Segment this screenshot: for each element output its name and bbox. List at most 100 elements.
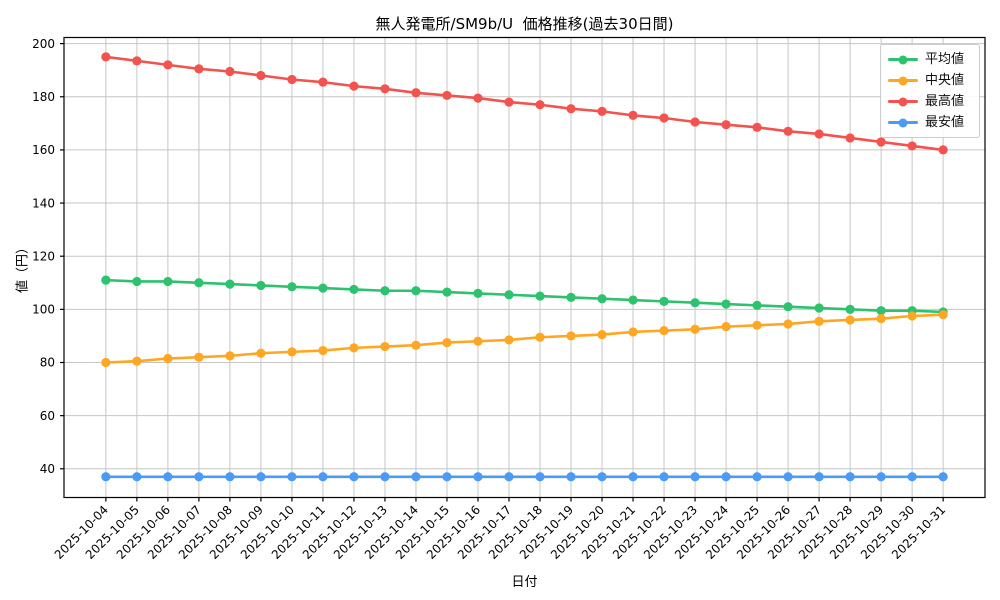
data-point-median xyxy=(752,320,762,330)
data-point-max xyxy=(411,88,421,98)
data-point-median xyxy=(225,351,235,361)
data-point-average xyxy=(597,294,607,304)
y-tick-label: 180 xyxy=(32,90,55,104)
data-point-average xyxy=(814,303,824,313)
legend-marker-median-icon xyxy=(888,76,918,85)
data-point-min xyxy=(442,472,452,482)
legend-item-min: 最安値 xyxy=(888,112,972,133)
data-point-max xyxy=(256,70,266,81)
data-point-max xyxy=(938,145,948,155)
data-point-average xyxy=(411,286,421,296)
data-point-median xyxy=(504,335,514,345)
data-point-max xyxy=(101,52,111,62)
data-point-median xyxy=(659,326,669,336)
data-point-min xyxy=(349,472,359,482)
data-point-median xyxy=(411,340,421,350)
data-point-min xyxy=(256,472,266,482)
data-point-max xyxy=(349,81,359,91)
data-point-max xyxy=(380,84,390,94)
legend-label-max: 最高値 xyxy=(925,94,965,109)
data-point-median xyxy=(256,348,266,358)
data-point-median xyxy=(535,332,545,342)
data-point-median xyxy=(814,316,824,326)
data-point-max xyxy=(659,113,669,123)
data-point-average xyxy=(163,276,173,287)
x-axis-label: 日付 xyxy=(511,575,538,590)
data-point-min xyxy=(411,472,421,482)
legend-marker-min-icon xyxy=(888,118,918,127)
series-line-max xyxy=(104,55,945,152)
data-point-max xyxy=(535,100,545,110)
data-point-max xyxy=(721,120,731,130)
data-point-average xyxy=(349,284,359,295)
data-point-median xyxy=(876,314,886,324)
legend-item-average: 平均値 xyxy=(888,49,972,70)
data-point-average xyxy=(535,291,545,301)
data-point-median xyxy=(318,345,328,356)
legend-label-min: 最安値 xyxy=(925,115,965,130)
data-point-min xyxy=(163,472,173,482)
y-tick-label: 60 xyxy=(40,409,55,423)
data-point-max xyxy=(690,117,700,127)
data-point-min xyxy=(504,472,514,482)
data-point-min xyxy=(473,472,483,482)
data-point-min xyxy=(907,472,917,482)
data-point-min xyxy=(814,472,824,482)
data-point-max xyxy=(597,106,607,116)
data-point-max xyxy=(783,126,793,136)
y-tick-label: 80 xyxy=(40,356,55,370)
data-point-median xyxy=(163,353,173,364)
legend-marker-average-icon xyxy=(888,55,918,64)
data-point-average xyxy=(442,287,452,297)
legend-label-average: 平均値 xyxy=(925,52,965,67)
data-point-average xyxy=(876,306,886,316)
data-point-max xyxy=(628,110,638,120)
data-point-max xyxy=(194,64,204,74)
data-point-max xyxy=(845,133,855,143)
data-point-average xyxy=(101,275,111,285)
data-point-average xyxy=(752,300,762,310)
data-point-median xyxy=(349,343,359,353)
data-point-median xyxy=(287,347,297,357)
data-point-median xyxy=(132,356,142,366)
data-point-average xyxy=(225,279,235,289)
data-point-average xyxy=(566,292,576,302)
data-point-average xyxy=(194,278,204,288)
data-point-min xyxy=(659,472,669,482)
y-tick-label: 140 xyxy=(32,196,55,210)
data-point-median xyxy=(938,310,948,320)
data-point-min xyxy=(597,472,607,482)
data-point-max xyxy=(163,60,173,70)
data-point-min xyxy=(535,472,545,482)
data-point-median xyxy=(566,331,576,341)
legend-marker-max-icon xyxy=(888,97,918,106)
data-point-median xyxy=(690,324,700,334)
legend-dot-average-icon xyxy=(898,55,908,64)
y-axis-label: 値（円） xyxy=(15,240,31,294)
data-point-min xyxy=(101,472,111,482)
chart-title: 無人発電所/SM9b/U 価格推移(過去30日間) xyxy=(375,15,674,33)
data-point-max xyxy=(504,97,514,107)
data-point-average xyxy=(690,298,700,308)
data-point-median xyxy=(845,315,855,325)
data-point-min xyxy=(132,472,142,482)
data-point-min xyxy=(194,472,204,482)
data-point-min xyxy=(690,472,700,482)
data-point-min xyxy=(876,472,886,482)
data-point-max xyxy=(132,56,142,66)
legend-dot-min-icon xyxy=(898,118,908,127)
data-point-min xyxy=(752,472,762,482)
data-point-average xyxy=(132,276,142,287)
data-point-min xyxy=(287,472,297,482)
data-point-average xyxy=(380,286,390,296)
data-point-max xyxy=(566,104,576,114)
data-point-min xyxy=(721,472,731,482)
data-point-median xyxy=(628,327,638,337)
data-point-average xyxy=(473,288,483,299)
data-point-median xyxy=(721,322,731,332)
y-tick-label: 100 xyxy=(32,303,55,317)
data-point-median xyxy=(194,352,204,362)
legend-item-median: 中央値 xyxy=(888,70,972,91)
legend: 平均値中央値最高値最安値 xyxy=(880,44,980,138)
data-point-min xyxy=(225,472,235,482)
